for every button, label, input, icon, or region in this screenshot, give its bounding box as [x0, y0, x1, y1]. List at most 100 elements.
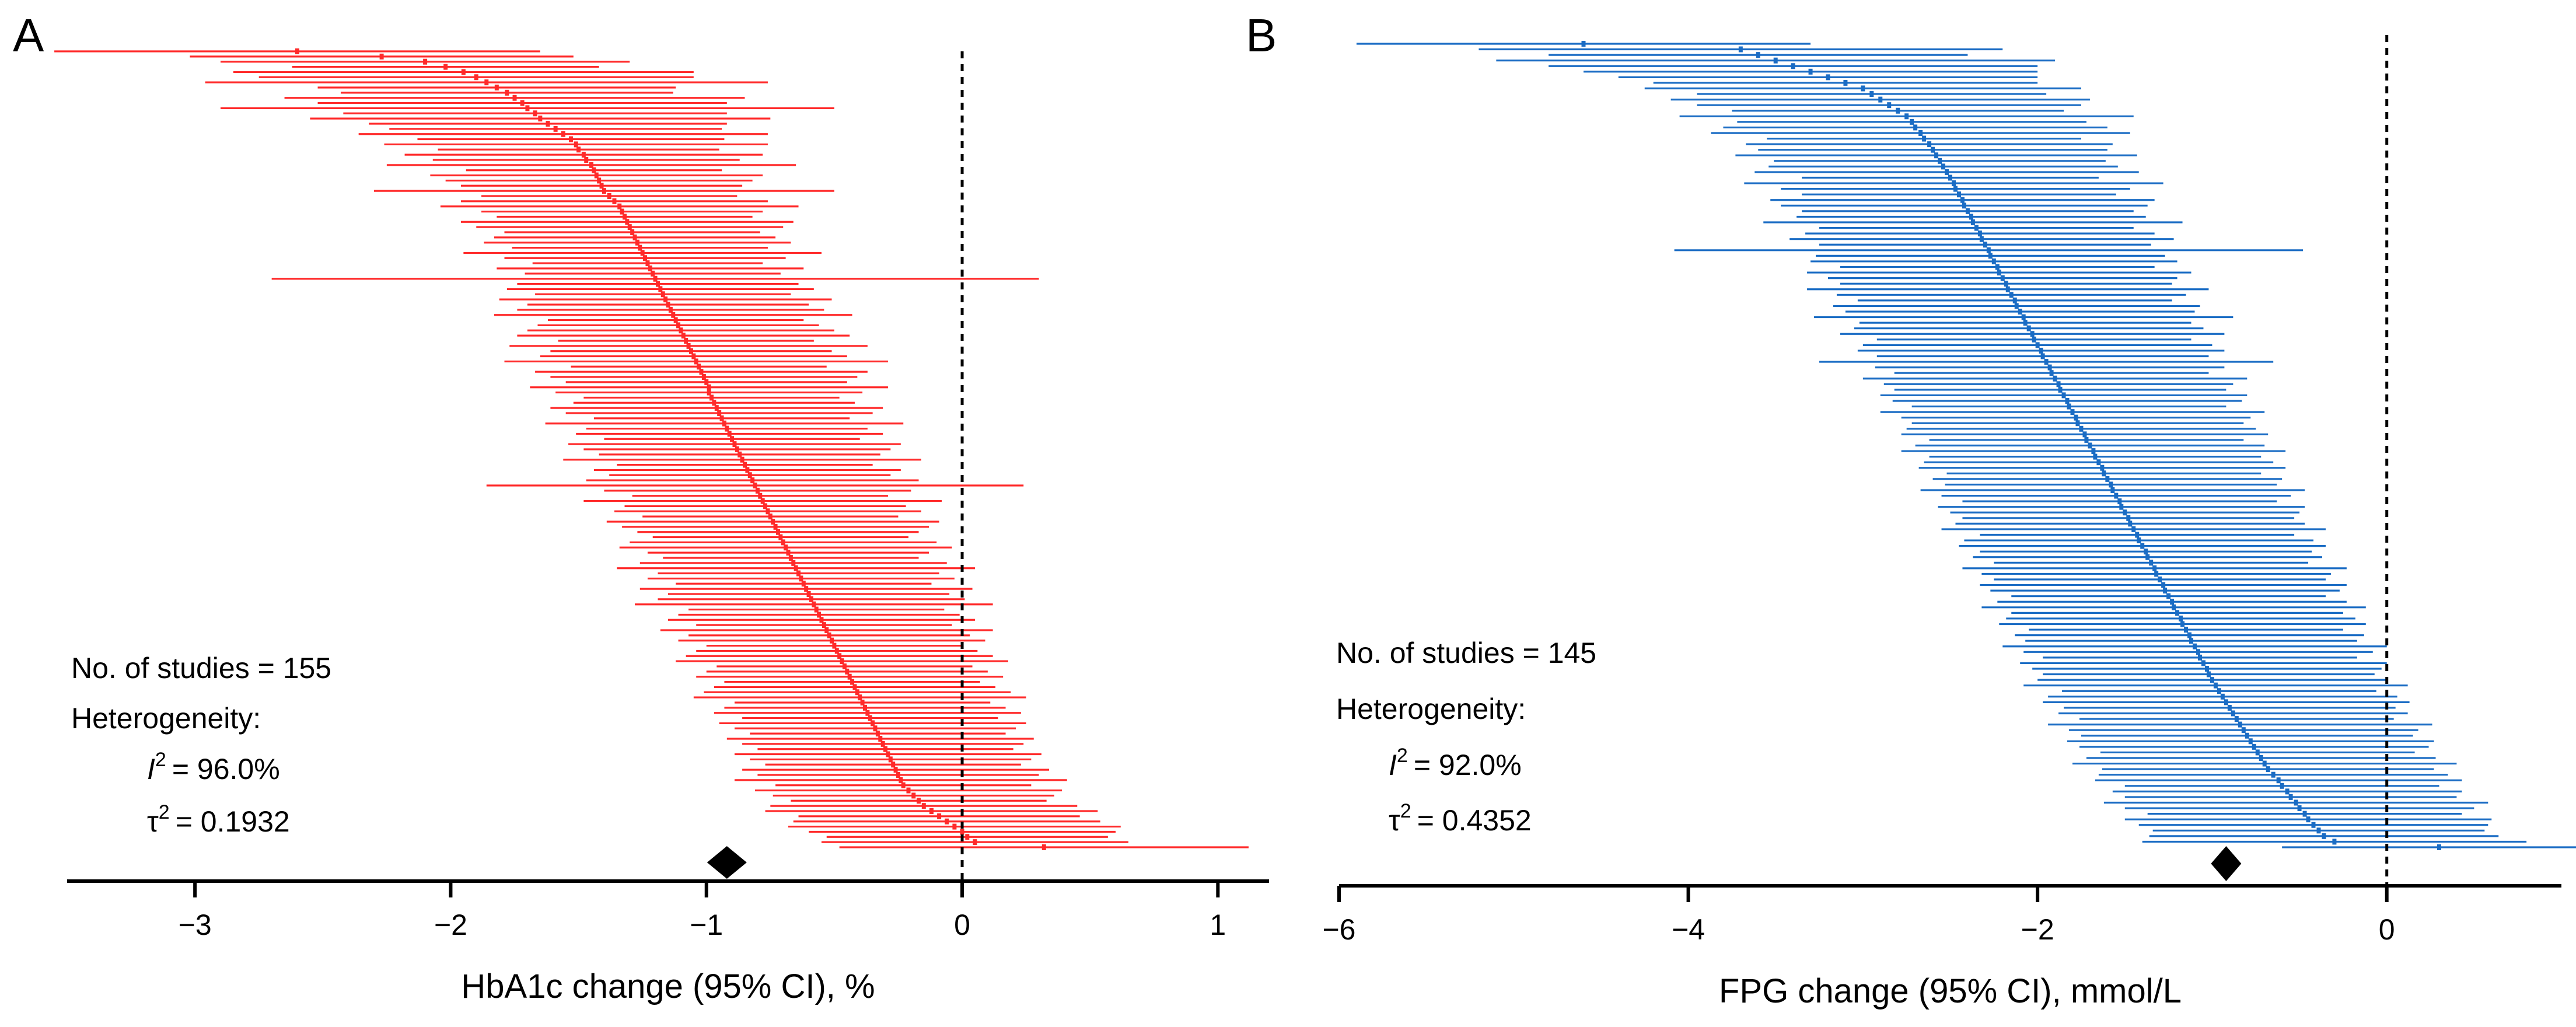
- pooled-estimate-diamond: [707, 846, 747, 879]
- study-point-estimate: [875, 731, 880, 737]
- study-point-estimate: [2005, 286, 2010, 292]
- study-point-estimate: [568, 136, 573, 142]
- study-point-estimate: [1969, 214, 1973, 220]
- study-point-estimate: [1979, 236, 1984, 242]
- study-point-estimate: [1904, 113, 1909, 120]
- study-point-estimate: [2119, 504, 2124, 510]
- study-point-estimate: [423, 58, 428, 65]
- study-point-estimate: [773, 523, 778, 530]
- study-point-estimate: [837, 653, 842, 659]
- study-point-estimate: [379, 53, 384, 60]
- tau2-value: = 0.1932: [176, 805, 290, 838]
- study-point-estimate: [2204, 666, 2209, 672]
- panel-label: B: [1246, 9, 1277, 61]
- study-point-estimate: [893, 767, 898, 773]
- study-point-estimate: [2288, 794, 2293, 800]
- study-point-estimate: [681, 333, 686, 339]
- study-point-estimate: [1986, 247, 1991, 253]
- study-point-estimate: [679, 327, 683, 334]
- study-point-estimate: [2206, 671, 2211, 677]
- study-point-estimate: [2058, 386, 2063, 393]
- study-point-estimate: [2074, 414, 2078, 421]
- study-point-estimate: [2065, 398, 2070, 404]
- study-point-estimate: [607, 193, 611, 199]
- study-point-estimate: [2187, 632, 2192, 638]
- study-point-estimate: [1948, 174, 1952, 181]
- study-point-estimate: [911, 792, 916, 799]
- study-point-estimate: [819, 617, 824, 623]
- study-point-estimate: [1927, 141, 1932, 148]
- x-axis-title: HbA1c change (95% CI), %: [461, 967, 875, 1005]
- study-point-estimate: [668, 306, 673, 313]
- x-tick-label: 0: [2379, 913, 2395, 946]
- study-point-estimate: [1962, 202, 1966, 209]
- study-point-estimate: [1922, 135, 1927, 142]
- study-point-estimate: [906, 787, 911, 794]
- study-point-estimate: [2238, 721, 2242, 728]
- study-point-estimate: [2030, 331, 2035, 337]
- study-point-estimate: [799, 575, 803, 582]
- study-point-estimate: [2166, 593, 2171, 599]
- study-point-estimate: [842, 663, 847, 669]
- study-point-estimate: [2021, 314, 2026, 320]
- study-point-estimate: [589, 162, 594, 168]
- study-point-estimate: [707, 384, 711, 390]
- study-point-estimate: [750, 477, 755, 484]
- study-point-estimate: [896, 772, 900, 778]
- study-point-estimate: [2197, 654, 2202, 661]
- study-point-estimate: [804, 586, 809, 592]
- study-point-estimate: [973, 839, 977, 846]
- study-point-estimate: [2231, 710, 2235, 717]
- study-point-estimate: [1861, 85, 1865, 92]
- study-point-estimate: [2000, 275, 2005, 281]
- study-point-estimate: [2032, 336, 2036, 343]
- study-point-estimate: [630, 229, 635, 235]
- study-point-estimate: [960, 829, 964, 835]
- study-point-estimate: [2245, 732, 2249, 739]
- study-point-estimate: [2040, 353, 2045, 359]
- study-point-estimate: [2079, 425, 2084, 432]
- study-point-estimate: [684, 338, 688, 344]
- study-point-estimate: [2227, 704, 2232, 711]
- study-point-estimate: [701, 374, 706, 380]
- study-point-estimate: [2114, 492, 2119, 499]
- x-axis-ticks: −6 −4 −2 0: [1322, 886, 2395, 946]
- study-point-estimate: [880, 740, 885, 747]
- study-point-estimate: [735, 446, 739, 452]
- study-point-estimate: [883, 746, 888, 752]
- study-point-estimate: [794, 565, 798, 571]
- tau2-statistic: τ2 = 0.1932: [147, 801, 290, 838]
- study-point-estimate: [888, 756, 893, 763]
- study-point-estimate: [1869, 91, 1874, 97]
- study-point-estimate: [2144, 549, 2148, 555]
- study-point-estimate: [812, 601, 816, 607]
- study-point-estimate: [1977, 230, 1982, 237]
- study-point-estimate: [2196, 649, 2200, 655]
- study-point-estimate: [1887, 102, 1892, 109]
- study-point-estimate: [2172, 604, 2176, 610]
- study-point-estimate: [725, 425, 729, 432]
- study-point-estimate: [2039, 347, 2043, 354]
- study-point-estimate: [901, 782, 906, 788]
- study-point-estimate: [688, 348, 693, 354]
- tau-symbol: τ: [1389, 804, 1400, 837]
- study-point-estimate: [2213, 682, 2218, 689]
- study-point-estimate: [643, 255, 648, 261]
- study-point-estimate: [1953, 186, 1958, 192]
- study-point-estimate: [1913, 124, 1918, 131]
- study-point-estimate: [602, 188, 606, 194]
- study-point-estimate: [709, 394, 714, 401]
- study-point-estimate: [858, 694, 862, 701]
- i2-value: = 92.0%: [1414, 749, 1522, 781]
- study-point-estimate: [2145, 554, 2150, 560]
- study-point-estimate: [952, 823, 957, 830]
- study-point-estimate: [1974, 225, 1979, 231]
- study-point-estimate: [1878, 96, 1883, 103]
- study-point-estimate: [1970, 219, 1975, 225]
- study-point-estimate: [809, 596, 813, 602]
- study-point-estimate: [594, 172, 599, 179]
- study-point-estimate: [917, 798, 921, 804]
- study-point-estimate: [2316, 827, 2321, 834]
- study-point-estimate: [2018, 309, 2022, 315]
- study-point-estimate: [2252, 743, 2256, 750]
